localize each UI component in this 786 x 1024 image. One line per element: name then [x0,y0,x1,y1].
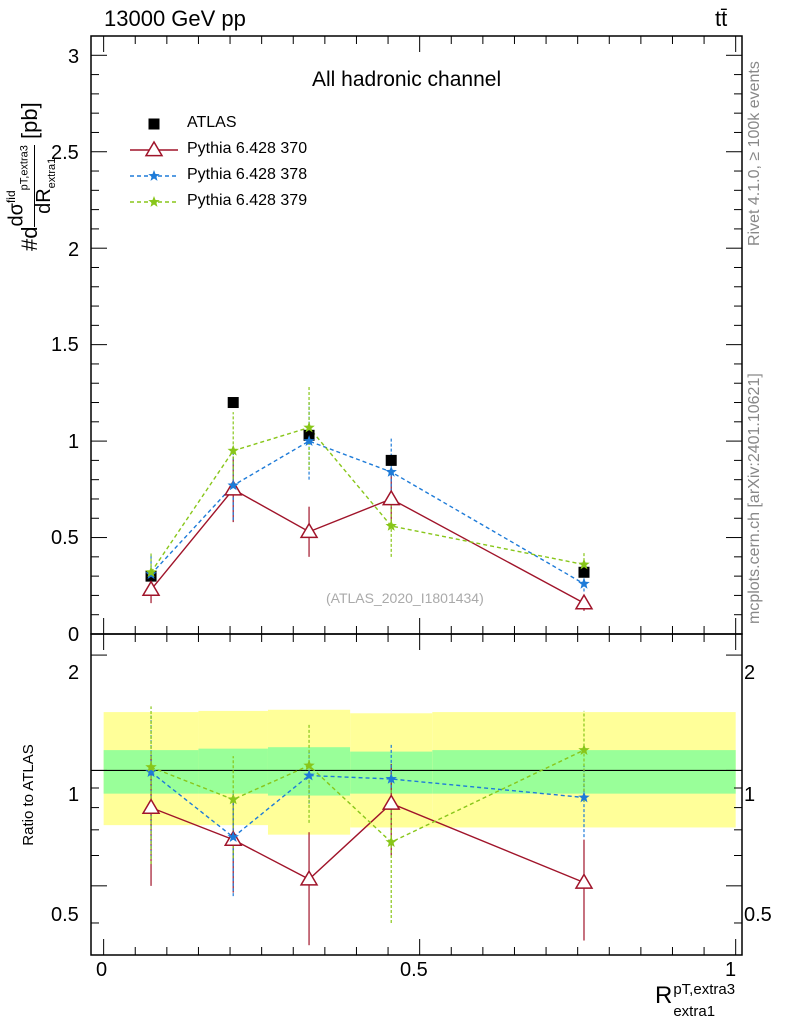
ratio-y-tick-label: 1 [68,784,80,806]
series-line [150,440,585,585]
legend-label: Pythia 6.428 370 [187,140,308,157]
ratio-point [299,869,319,886]
y-tick-label: 0.5 [51,527,79,549]
ratio-y-axis-label: Ratio to ATLAS [20,744,37,846]
ratio-point [578,791,590,803]
data-point-atlas [227,397,239,409]
ylabel-unit: [pb] [17,102,43,139]
ratio-y-tick-label-right: 2 [744,662,756,684]
ratio-y-tick-label: 0.5 [51,904,79,926]
data-point [227,444,239,456]
data-point [574,593,594,610]
ylabel-denom: dR [32,188,55,214]
legend-marker [144,140,164,157]
legend-marker [148,196,160,207]
x-tick-label: 0.5 [400,959,428,981]
data-point [385,520,397,531]
legend-label: Pythia 6.428 379 [187,192,308,209]
ylabel-prefix: #d [17,226,43,251]
y-axis-label: #d dσfidpT,extra3 dRextra1 [pb] [2,21,61,251]
data-point [303,421,315,433]
ratio-y-tick-label: 2 [68,662,80,684]
ratio-uncertainty-bands [103,709,736,835]
data-series [141,385,594,946]
xlabel-base: R [655,982,673,1009]
y-tick-label: 2.5 [51,142,79,164]
ylabel-numer-sub: pT,extra3 [18,145,31,191]
ratio-point [303,769,315,781]
ratio-point [385,836,397,847]
ratio-point [381,794,401,810]
plot-frames [90,35,743,956]
ratio-point [145,761,157,772]
data-point [145,566,157,578]
chart-title: All hadronic channel [312,68,502,91]
y-tick-label: 2 [68,239,80,261]
ratio-point [145,766,157,777]
data-point [578,577,590,589]
data-point [299,522,319,539]
data-point [223,479,243,496]
data-point [385,466,397,477]
legend-marker [148,118,160,130]
ratio-frame [90,633,743,956]
ratio-point [227,831,239,842]
ratio-y-tick-label-right: 0.5 [744,904,772,926]
data-point [141,580,161,596]
watermark: (ATLAS_2020_I1801434) [326,590,484,606]
legend-marker [148,170,160,181]
ratio-point [141,798,161,814]
y-tick-label: 1.5 [51,334,79,356]
legend-markers [130,118,178,207]
ratio-point [227,793,239,805]
legend-label: ATLAS [187,114,237,131]
y-tick-label: 0 [68,624,80,646]
data-point [303,435,315,446]
x-tick-label: 0 [96,959,108,981]
data-point [381,489,401,506]
y-tick-label: 3 [68,46,80,68]
data-point [578,558,590,570]
data-point-atlas [385,454,397,466]
data-point-atlas [578,566,590,578]
header-left: 13000 GeV pp [104,6,246,31]
ylabel-numer: dσ [5,203,28,227]
xlabel-sub: extra1 [673,1003,716,1020]
y-tick-label: 1 [68,431,80,453]
ylabel-numer-sup: fid [4,190,18,204]
mcplots-label: mcplots.cern.ch [arXiv:2401.10621] [746,373,763,624]
rivet-label: Rivet 4.1.0, ≥ 100k events [746,61,763,246]
axis-ticks [91,35,742,955]
data-point [227,479,239,491]
legend-label: Pythia 6.428 378 [187,166,308,183]
header-right: tt̄ [715,6,728,31]
ratio-point [385,773,397,784]
ratio-point [574,873,594,889]
series-line [150,426,585,573]
xlabel-sup: pT,extra3 [673,981,736,998]
x-tick-label: 1 [725,959,737,981]
ratio-point [578,744,590,755]
ratio-y-tick-label-right: 1 [744,784,756,806]
ratio-point [303,759,315,771]
